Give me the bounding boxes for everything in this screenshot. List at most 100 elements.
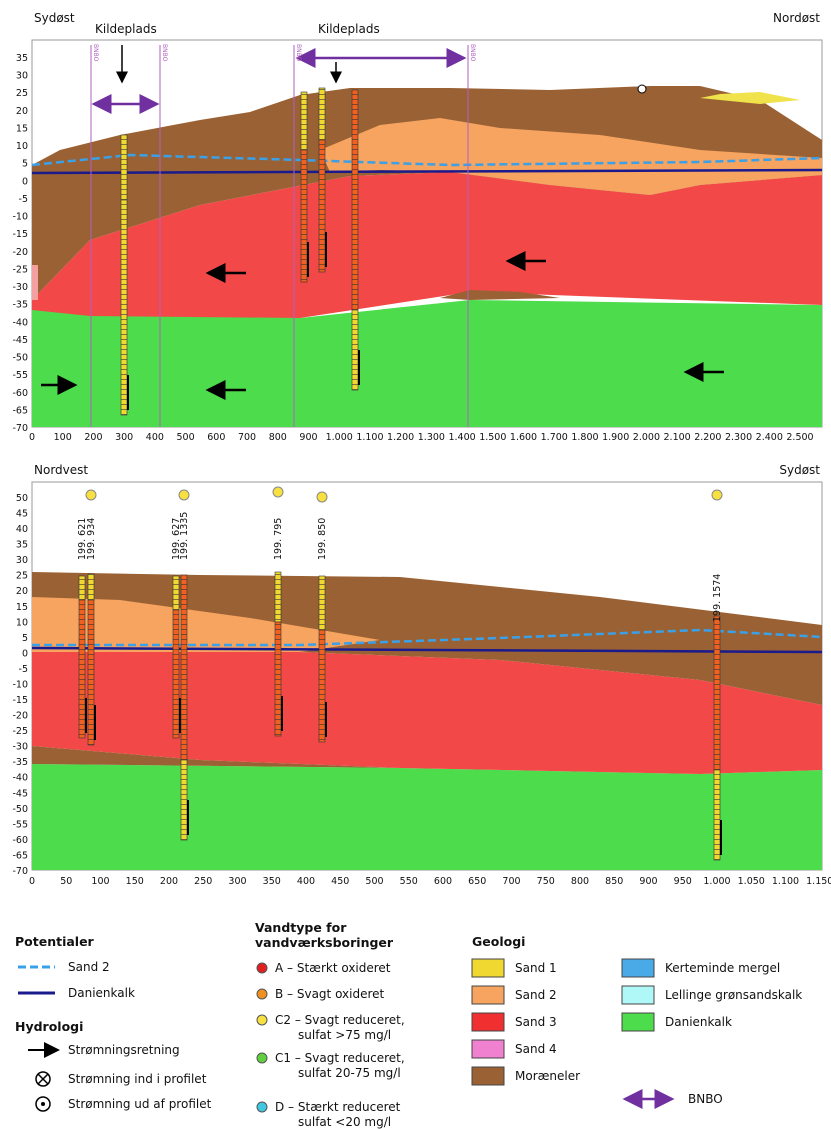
x-tick-label: 1.300 bbox=[418, 432, 445, 443]
well-symbol bbox=[179, 490, 189, 500]
y-tick-label: 15 bbox=[16, 602, 28, 613]
borehole-rungs bbox=[301, 92, 307, 282]
x-tick-label: 750 bbox=[537, 876, 555, 887]
y-tick-label: -40 bbox=[12, 773, 28, 784]
y-tick-label: -65 bbox=[12, 405, 28, 416]
x-tick-label: 500 bbox=[177, 432, 195, 443]
y-tick-label: -60 bbox=[12, 388, 28, 399]
x-tick-label: 1.050 bbox=[738, 876, 765, 887]
x-tick-label: 700 bbox=[502, 876, 520, 887]
bnbo-line-label: BNBO bbox=[469, 44, 476, 62]
borehole-rungs bbox=[714, 616, 720, 860]
well-label: 199. 1574 bbox=[712, 574, 723, 622]
x-tick-label: 400 bbox=[146, 432, 164, 443]
y-tick-label: 5 bbox=[22, 633, 28, 644]
x-tick-label: 200 bbox=[84, 432, 102, 443]
well-symbol bbox=[86, 490, 96, 500]
x-tick-label: 800 bbox=[571, 876, 589, 887]
legend-title: Potentialer bbox=[15, 934, 95, 949]
legend-item: D – Stærkt reduceret bbox=[275, 1100, 401, 1114]
x-tick-label: 1.400 bbox=[448, 432, 475, 443]
x-tick-label: 1.100 bbox=[772, 876, 799, 887]
x-tick-label: 1.150 bbox=[806, 876, 831, 887]
y-tick-label: 40 bbox=[16, 524, 28, 535]
borehole-rungs bbox=[79, 576, 85, 738]
well-label: 199. 934 bbox=[86, 518, 97, 560]
y-tick-label: -20 bbox=[12, 247, 28, 258]
x-tick-label: 950 bbox=[674, 876, 692, 887]
y-tick-label: -30 bbox=[12, 282, 28, 293]
borehole-rungs bbox=[181, 575, 187, 840]
legend-item: Sand 2 bbox=[68, 960, 110, 974]
legend-item: Strømning ud af profilet bbox=[68, 1097, 212, 1111]
x-tick-label: 1.200 bbox=[387, 432, 414, 443]
profile-bottom bbox=[32, 482, 822, 870]
x-tick-label: 1.800 bbox=[571, 432, 598, 443]
y-tick-label: 10 bbox=[16, 141, 28, 152]
legend-item: Danienkalk bbox=[68, 986, 135, 1000]
x-tick-label: 100 bbox=[91, 876, 109, 887]
y-tick-label: -15 bbox=[12, 229, 28, 240]
x-tick-label: 450 bbox=[331, 876, 349, 887]
y-tick-label: 30 bbox=[16, 71, 28, 82]
y-tick-label: 45 bbox=[16, 509, 28, 520]
x-tick-label: 250 bbox=[194, 876, 212, 887]
x-tick-label: 1.000 bbox=[703, 876, 730, 887]
x-tick-label: 300 bbox=[115, 432, 133, 443]
x-tick-label: 600 bbox=[207, 432, 225, 443]
bnbo-line-label: BNBO bbox=[92, 44, 99, 62]
x-tick-label: 0 bbox=[29, 432, 35, 443]
legend-title: Geologi bbox=[472, 934, 525, 949]
well-symbol bbox=[712, 490, 722, 500]
legend-title: Vandtype for bbox=[255, 920, 347, 935]
y-tick-label: 35 bbox=[16, 540, 28, 551]
x-tick-label: 2.000 bbox=[633, 432, 660, 443]
x-tick-label: 2.200 bbox=[694, 432, 721, 443]
x-tick-label: 0 bbox=[29, 876, 35, 887]
y-tick-label: -25 bbox=[12, 726, 28, 737]
borehole-rungs bbox=[352, 90, 358, 390]
x-tick-label: 1.100 bbox=[356, 432, 383, 443]
x-tick-label: 600 bbox=[434, 876, 452, 887]
y-tick-label: 10 bbox=[16, 617, 28, 628]
x-tick-label: 400 bbox=[297, 876, 315, 887]
y-tick-label: 50 bbox=[16, 493, 28, 504]
x-tick-label: 650 bbox=[468, 876, 486, 887]
y-tick-label: -10 bbox=[12, 679, 28, 690]
y-tick-label: 5 bbox=[22, 159, 28, 170]
y-tick-label: -5 bbox=[19, 194, 28, 205]
x-tick-label: 2.300 bbox=[725, 432, 752, 443]
y-tick-label: 0 bbox=[22, 648, 28, 659]
x-tick-label: 1.900 bbox=[602, 432, 629, 443]
y-tick-label: -25 bbox=[12, 264, 28, 275]
y-tick-label: 25 bbox=[16, 88, 28, 99]
y-tick-label: -55 bbox=[12, 370, 28, 381]
x-tick-label: 1.000 bbox=[326, 432, 353, 443]
source-label: Kildeplads bbox=[318, 22, 380, 36]
y-tick-label: -45 bbox=[12, 335, 28, 346]
borehole-rungs bbox=[319, 576, 325, 742]
bnbo-line-label: BNBO bbox=[161, 44, 168, 62]
legend-item: sulfat >75 mg/l bbox=[298, 1028, 391, 1042]
well-symbol bbox=[317, 492, 327, 502]
legend-item: Strømning ind i profilet bbox=[68, 1072, 207, 1086]
legend-item: Sand 1 bbox=[515, 961, 557, 975]
y-tick-label: 0 bbox=[22, 176, 28, 187]
well-label: 199. 1335 bbox=[179, 512, 190, 560]
legend-item: Lellinge grønsandskalk bbox=[665, 988, 802, 1002]
x-tick-label: 200 bbox=[160, 876, 178, 887]
legend-item: C1 – Svagt reduceret, bbox=[275, 1051, 405, 1065]
x-tick-label: 150 bbox=[126, 876, 144, 887]
x-tick-label: 700 bbox=[238, 432, 256, 443]
profile-label: Sydøst bbox=[779, 463, 820, 477]
y-tick-label: -40 bbox=[12, 317, 28, 328]
legend-item: Sand 2 bbox=[515, 988, 557, 1002]
legend-title: Hydrologi bbox=[15, 1019, 83, 1034]
y-tick-label: 35 bbox=[16, 53, 28, 64]
legend-item: sulfat 20-75 mg/l bbox=[298, 1066, 401, 1080]
well-label: 199. 850 bbox=[317, 518, 328, 560]
bnbo-line-label: BNBO bbox=[295, 44, 302, 62]
y-tick-label: -35 bbox=[12, 757, 28, 768]
y-tick-label: -10 bbox=[12, 212, 28, 223]
x-tick-label: 1.500 bbox=[479, 432, 506, 443]
